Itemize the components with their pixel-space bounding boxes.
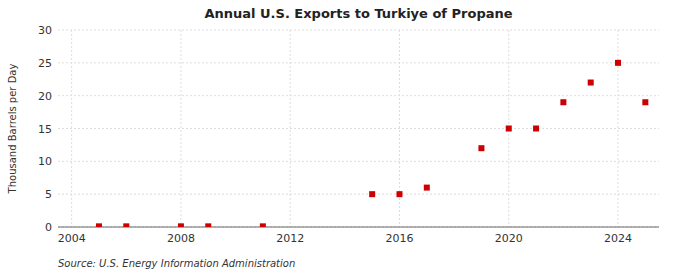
y-grid-line	[58, 161, 659, 162]
x-tick-label: 2004	[58, 232, 86, 245]
point	[178, 223, 184, 227]
y-tick-label: 20	[38, 90, 52, 103]
y-tick-label: 15	[38, 123, 52, 136]
point	[369, 191, 375, 197]
y-grid-line	[58, 30, 659, 31]
point	[642, 99, 648, 105]
chart-container: 2004 2008 2012 2016 2020 2024 0 5 10 15 20 25 30 Thou…	[0, 0, 675, 275]
x-grid-line	[71, 30, 72, 227]
point	[424, 185, 430, 191]
point	[205, 223, 211, 227]
title: Annual U.S. Exports to Turkiye of Propan…	[204, 6, 512, 21]
y-grid-line	[58, 128, 659, 129]
y-grid-line	[58, 194, 659, 195]
x-grid-line	[618, 30, 619, 227]
point	[123, 223, 129, 227]
y-axis-label: Thousand Barrels per Day	[7, 64, 18, 195]
grid	[58, 30, 659, 227]
y-tick-label: 30	[38, 24, 52, 37]
source-note: Source: U.S. Energy Information Administ…	[58, 258, 295, 269]
axes: 2004 2008 2012 2016 2020 2024 0 5 10 15 20 25 30	[38, 24, 632, 245]
x-tick-label: 2016	[385, 232, 413, 245]
point	[588, 80, 594, 86]
point	[533, 126, 539, 132]
x-tick-label: 2012	[276, 232, 304, 245]
point	[560, 99, 566, 105]
point	[615, 60, 621, 66]
point	[396, 191, 402, 197]
chart: 2004 2008 2012 2016 2020 2024 0 5 10 15 20 25 30 Thou…	[0, 0, 675, 275]
y-grid-line	[58, 227, 659, 228]
x-tick-label: 2008	[167, 232, 195, 245]
x-grid-line	[180, 30, 181, 227]
x-tick-label: 2020	[495, 232, 523, 245]
y-grid-line	[58, 62, 659, 63]
point	[96, 223, 102, 227]
x-grid-line	[399, 30, 400, 227]
x-axis-line	[58, 227, 659, 228]
y-tick-label: 5	[45, 188, 52, 201]
y-tick-label: 25	[38, 57, 52, 70]
point	[260, 223, 266, 227]
points	[96, 60, 648, 227]
y-grid-line	[58, 95, 659, 96]
x-tick-label: 2024	[604, 232, 632, 245]
y-tick-label: 0	[45, 221, 52, 234]
point	[506, 126, 512, 132]
x-grid-line	[290, 30, 291, 227]
y-tick-label: 10	[38, 155, 52, 168]
point	[478, 145, 484, 151]
